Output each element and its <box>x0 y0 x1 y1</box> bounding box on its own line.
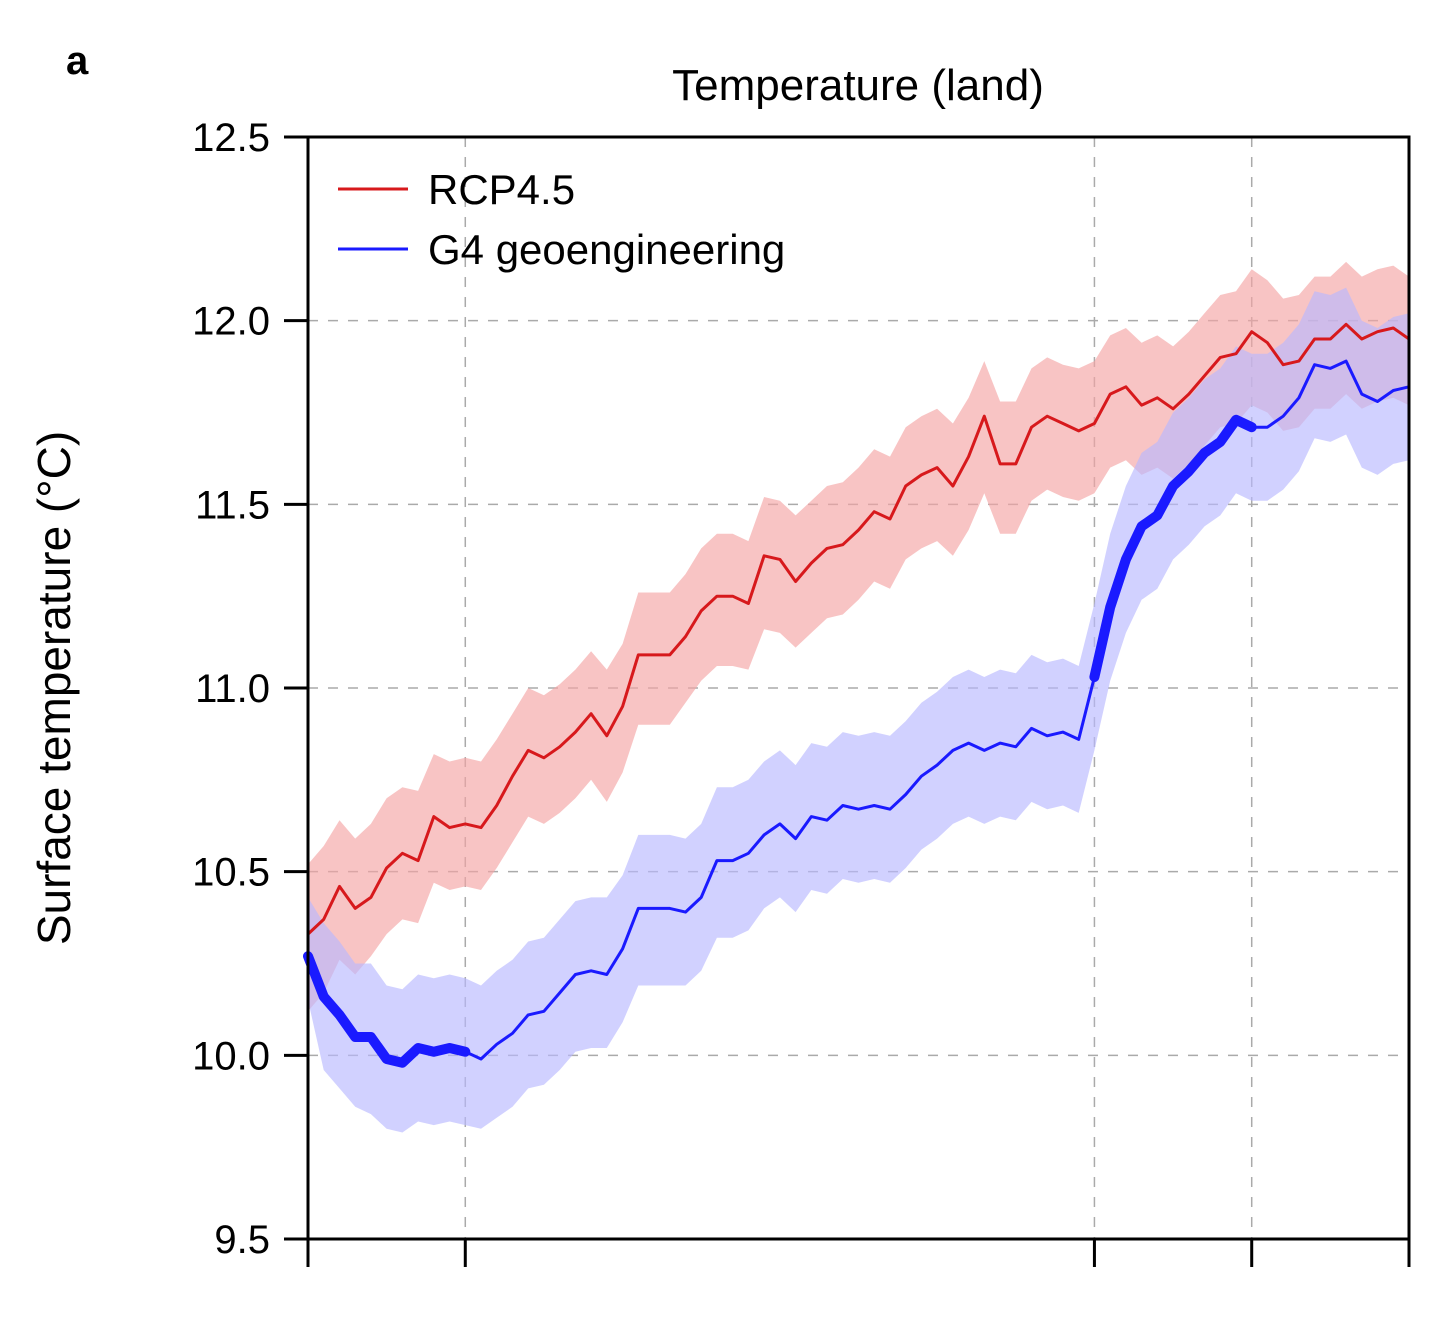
panel-label: a <box>66 39 89 83</box>
line-series-1 <box>306 322 1410 936</box>
legend-label: RCP4.5 <box>428 166 575 213</box>
chart-title: Temperature (land) <box>672 61 1044 110</box>
emphasized-segment-series-2 <box>303 951 471 1068</box>
y-tick-label: 10.5 <box>192 851 270 895</box>
y-tick-label: 12.5 <box>192 116 270 160</box>
y-tick-label: 12.0 <box>192 300 270 344</box>
axis-ticks: 9.5 10.0 10.5 11.0 11.5 12.0 12.5 <box>192 116 1411 1267</box>
legend-label: G4 geoengineering <box>428 226 785 273</box>
emphasized-segment-series-2 <box>1089 414 1257 682</box>
uncertainty-bands <box>308 261 1409 1133</box>
y-tick-label: 11.0 <box>195 667 270 711</box>
y-tick-label: 9.5 <box>214 1218 270 1262</box>
band-series-1 <box>308 261 1409 1012</box>
y-tick-label: 11.5 <box>195 483 270 527</box>
legend: RCP4.5 G4 geoengineering <box>338 166 785 273</box>
y-tick-label: 10.0 <box>192 1034 270 1078</box>
band-series-2 <box>308 287 1409 1133</box>
series-lines <box>303 322 1410 1068</box>
y-axis-label: Surface temperature (°C) <box>28 431 80 945</box>
